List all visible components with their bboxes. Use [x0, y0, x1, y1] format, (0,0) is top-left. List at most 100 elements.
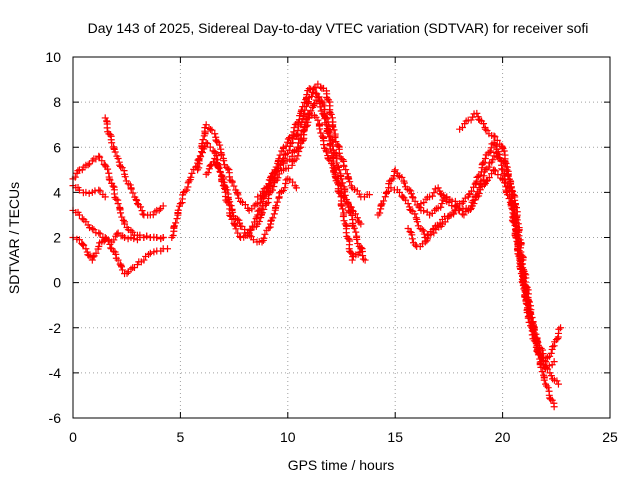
data-point — [138, 207, 146, 215]
data-point — [198, 140, 206, 148]
data-point — [490, 166, 498, 174]
data-point — [181, 187, 189, 195]
data-point — [209, 158, 217, 166]
data-point — [513, 230, 521, 238]
data-point — [260, 234, 268, 242]
data-point — [85, 189, 93, 197]
data-point — [352, 228, 360, 236]
data-point — [146, 249, 154, 257]
data-point — [202, 121, 210, 129]
data-point — [540, 376, 548, 384]
data-point — [123, 269, 131, 277]
data-point — [476, 116, 484, 124]
data-point — [461, 194, 469, 202]
data-point — [112, 254, 120, 262]
data-point — [257, 195, 265, 203]
data-point — [232, 225, 240, 233]
data-point — [353, 214, 361, 222]
data-point — [325, 155, 333, 163]
data-point — [383, 188, 391, 196]
data-point — [140, 256, 148, 264]
data-point — [357, 220, 365, 228]
data-point — [265, 224, 273, 232]
data-point — [269, 214, 277, 222]
data-point — [112, 195, 120, 203]
data-point — [216, 168, 224, 176]
x-axis-label: GPS time / hours — [288, 457, 395, 473]
data-point — [270, 210, 278, 218]
data-point — [353, 235, 361, 243]
data-point — [326, 156, 334, 164]
data-point — [436, 219, 444, 227]
data-point — [88, 256, 96, 264]
data-point — [398, 173, 406, 181]
data-point — [219, 175, 227, 183]
data-point — [511, 213, 519, 221]
data-point — [346, 178, 354, 186]
data-point — [512, 215, 520, 223]
data-point — [109, 182, 117, 190]
y-tick-label: -2 — [49, 320, 62, 336]
series-sat-b — [69, 234, 172, 278]
data-point — [314, 116, 322, 124]
data-series — [69, 80, 565, 411]
data-point — [272, 202, 280, 210]
data-point — [214, 163, 222, 171]
data-point — [126, 181, 134, 189]
data-point — [204, 169, 212, 177]
data-point — [297, 134, 305, 142]
y-tick-label: -4 — [49, 365, 62, 381]
data-point — [202, 139, 210, 147]
data-point — [301, 119, 309, 127]
data-point — [490, 132, 498, 140]
data-point — [486, 148, 494, 156]
data-point — [380, 197, 388, 205]
data-point — [526, 309, 534, 317]
data-point — [95, 229, 103, 237]
data-point — [377, 201, 385, 209]
data-point — [506, 180, 514, 188]
data-point — [557, 324, 565, 332]
data-point — [515, 247, 523, 255]
data-point — [544, 384, 552, 392]
data-point — [216, 141, 224, 149]
data-point — [288, 139, 296, 147]
data-point — [365, 191, 373, 199]
data-point — [257, 191, 265, 199]
data-point — [554, 380, 562, 388]
data-point — [524, 296, 532, 304]
data-point — [101, 114, 109, 122]
data-point — [304, 114, 312, 122]
data-point — [491, 167, 499, 175]
data-point — [480, 120, 488, 128]
data-point — [549, 343, 557, 351]
data-point — [519, 277, 527, 285]
data-point — [381, 193, 389, 201]
data-point — [547, 349, 555, 357]
data-point — [430, 189, 438, 197]
data-point — [455, 206, 463, 214]
data-point — [322, 148, 330, 156]
data-point — [316, 125, 324, 133]
data-point — [223, 186, 231, 194]
data-point — [130, 235, 138, 243]
data-point — [106, 176, 114, 184]
x-tick-label: 10 — [280, 429, 296, 445]
data-point — [347, 248, 355, 256]
data-point — [458, 124, 466, 132]
data-point — [96, 187, 104, 195]
series-sat-i — [254, 109, 365, 228]
data-point — [532, 330, 540, 338]
data-point — [215, 165, 223, 173]
data-point — [387, 184, 395, 192]
data-point — [495, 150, 503, 158]
data-point — [547, 372, 555, 380]
data-point — [176, 200, 184, 208]
data-point — [284, 164, 292, 172]
series-sat-j — [241, 175, 300, 246]
data-point — [418, 226, 426, 234]
data-point — [284, 149, 292, 157]
data-point — [127, 265, 135, 273]
data-point — [359, 255, 367, 263]
data-point — [317, 83, 325, 91]
